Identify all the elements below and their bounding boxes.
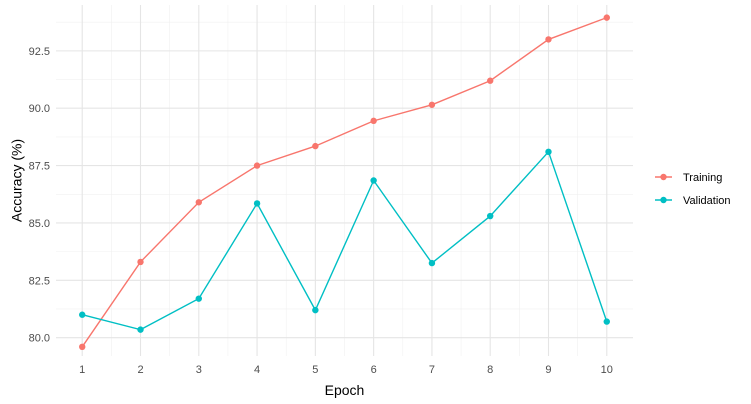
y-tick-label: 85.0 <box>29 218 50 230</box>
data-point <box>137 326 144 333</box>
data-point <box>195 199 202 206</box>
x-tick-label: 4 <box>254 364 260 376</box>
data-point <box>79 343 86 351</box>
data-point <box>195 295 202 302</box>
y-tick-label: 82.5 <box>29 275 50 287</box>
y-tick-label: 87.5 <box>29 161 50 173</box>
legend-key-point <box>660 196 667 204</box>
data-point <box>603 14 610 21</box>
data-point <box>370 117 377 125</box>
x-tick-label: 1 <box>79 364 85 376</box>
x-tick-label: 7 <box>429 364 435 376</box>
data-point <box>545 36 552 43</box>
x-axis-ticks: 1 2 3 4 5 6 7 8 9 10 <box>79 364 613 376</box>
data-point <box>487 212 494 220</box>
y-axis-title: Accuracy (%) <box>9 139 25 222</box>
x-tick-label: 2 <box>137 364 143 376</box>
y-tick-label: 92.5 <box>29 46 50 58</box>
data-point <box>545 148 552 156</box>
data-point <box>370 177 377 184</box>
legend-item-validation: Validation <box>655 195 731 207</box>
x-axis-title: Epoch <box>325 382 365 398</box>
data-point <box>312 306 319 314</box>
minor-gridlines <box>56 5 633 356</box>
legend-label: Training <box>683 172 722 184</box>
data-point <box>137 258 144 266</box>
data-point <box>253 162 261 169</box>
series-validation <box>79 148 610 333</box>
data-point <box>487 77 494 84</box>
x-tick-label: 10 <box>601 364 613 376</box>
series-layer <box>79 14 610 351</box>
y-axis-ticks: 80.0 82.5 85.0 87.5 90.0 92.5 <box>29 46 50 345</box>
data-point <box>253 200 261 207</box>
data-point <box>312 142 319 150</box>
series-training <box>79 14 610 351</box>
series-line-training <box>81 16 608 348</box>
legend-label: Validation <box>683 195 731 207</box>
series-line-validation <box>82 150 608 331</box>
x-tick-label: 5 <box>312 364 318 376</box>
x-tick-label: 9 <box>545 364 551 376</box>
legend: Training Validation <box>655 172 731 207</box>
x-tick-label: 8 <box>487 364 493 376</box>
major-gridlines <box>56 5 633 356</box>
legend-key-point <box>660 173 667 181</box>
y-tick-label: 80.0 <box>29 333 50 345</box>
data-point <box>428 101 436 108</box>
x-tick-label: 6 <box>371 364 377 376</box>
data-point <box>79 311 86 318</box>
data-point <box>603 318 610 325</box>
data-point <box>428 259 436 267</box>
y-tick-label: 90.0 <box>29 103 50 115</box>
legend-item-training: Training <box>655 172 722 184</box>
x-tick-label: 3 <box>196 364 202 376</box>
